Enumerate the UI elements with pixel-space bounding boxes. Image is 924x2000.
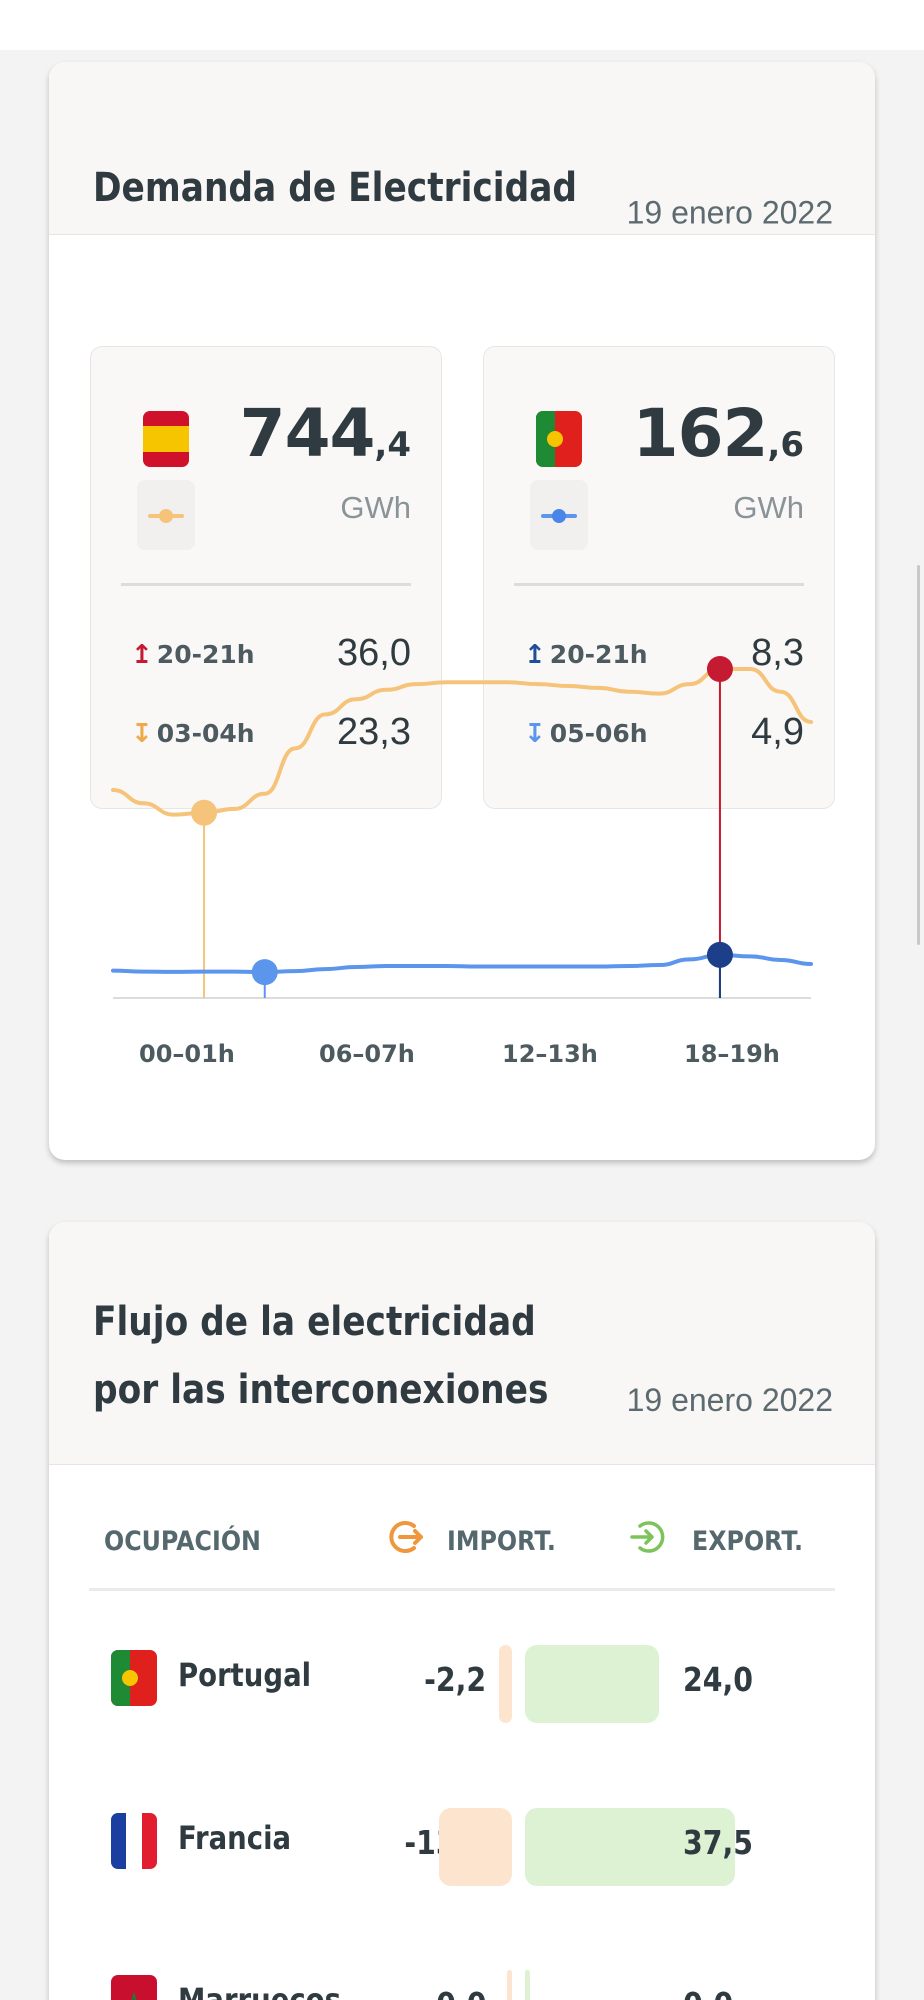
spain-max-hour: ↥ 20-21h bbox=[131, 640, 255, 670]
x-tick-label: 00–01h bbox=[139, 1040, 235, 1068]
export-column-header: EXPORT. bbox=[692, 1526, 804, 1557]
divider bbox=[121, 583, 411, 586]
data-point-marker-1-0[interactable] bbox=[251, 959, 278, 986]
portugal-min-value: 4,9 bbox=[751, 711, 804, 753]
flow-row-francia[interactable]: Francia -13,0 37,5 bbox=[49, 1795, 875, 1886]
scrollbar[interactable] bbox=[917, 565, 920, 945]
demand-card-title: Demanda de Electricidad bbox=[93, 165, 578, 211]
demand-card-header: Demanda de Electricidad 19 enero 2022 bbox=[49, 62, 875, 235]
flow-card-date: 19 enero 2022 bbox=[626, 1382, 833, 1418]
portugal-flag-icon bbox=[111, 1650, 157, 1706]
portugal-min-hour: ↧ 05-06h bbox=[524, 719, 648, 749]
spain-demand-box[interactable]: 744,4 GWh ↥ 20-21h 36,0 ↧ 03-04h 23,3 bbox=[90, 346, 442, 809]
arrow-up-icon: ↥ bbox=[131, 640, 153, 670]
data-point-marker-0-0[interactable] bbox=[191, 799, 218, 826]
portugal-flag-icon bbox=[536, 411, 582, 467]
import-bar bbox=[507, 1970, 512, 2000]
flow-card-title: Flujo de la electricidad por las interco… bbox=[93, 1299, 549, 1413]
spain-min-hour: ↧ 03-04h bbox=[131, 719, 255, 749]
export-value: 0,0 bbox=[683, 1985, 733, 2000]
portugal-demand-box[interactable]: 162,6 GWh ↥ 20-21h 8,3 ↧ 05-06h 4,9 bbox=[483, 346, 835, 809]
france-flag-icon bbox=[111, 1813, 157, 1869]
country-name: Marruecos bbox=[178, 1981, 341, 2000]
portugal-max-hour: ↥ 20-21h bbox=[524, 640, 648, 670]
demand-line-chart[interactable]: 00–01h 06–07h 12–13h 18–19h bbox=[49, 62, 875, 1160]
arrow-up-icon: ↥ bbox=[524, 640, 546, 670]
arrow-down-icon: ↧ bbox=[524, 719, 546, 749]
demand-card-date: 19 enero 2022 bbox=[626, 194, 833, 231]
portugal-legend-icon[interactable] bbox=[530, 480, 588, 550]
portugal-demand-value: 162,6 bbox=[632, 395, 804, 472]
data-point-marker-0-1[interactable] bbox=[706, 656, 733, 682]
spain-max-value: 36,0 bbox=[337, 632, 411, 674]
export-bar bbox=[525, 1808, 735, 1886]
flow-row-portugal[interactable]: Portugal -2,2 24,0 bbox=[49, 1632, 875, 1723]
portugal-demand-unit: GWh bbox=[733, 490, 804, 525]
series-line-1 bbox=[111, 952, 813, 975]
export-bar bbox=[525, 1970, 530, 2000]
import-value: -2,2 bbox=[423, 1660, 486, 1699]
country-name: Francia bbox=[178, 1819, 292, 1857]
export-arrow-icon bbox=[630, 1521, 665, 1553]
series-line-0 bbox=[111, 666, 813, 817]
spain-legend-icon[interactable] bbox=[137, 480, 195, 550]
header-divider bbox=[89, 1588, 835, 1591]
export-bar bbox=[525, 1645, 660, 1723]
spain-flag-icon bbox=[143, 411, 189, 467]
top-bar bbox=[0, 0, 924, 50]
import-value: 0,0 bbox=[436, 1985, 486, 2000]
morocco-flag-icon bbox=[111, 1975, 157, 2000]
import-arrow-icon bbox=[389, 1521, 423, 1553]
import-bar bbox=[438, 1808, 512, 1886]
x-tick-label: 18–19h bbox=[684, 1040, 780, 1068]
occupation-column-header: OCUPACIÓN bbox=[104, 1526, 261, 1557]
country-name: Portugal bbox=[178, 1656, 312, 1694]
arrow-down-icon: ↧ bbox=[131, 719, 153, 749]
spain-min-value: 23,3 bbox=[337, 711, 411, 753]
import-bar bbox=[499, 1645, 512, 1723]
import-column-header: IMPORT. bbox=[447, 1526, 556, 1557]
export-value: 37,5 bbox=[683, 1823, 754, 1862]
data-point-marker-1-1[interactable] bbox=[706, 941, 733, 968]
flow-card: Flujo de la electricidad por las interco… bbox=[49, 1222, 875, 2000]
x-tick-label: 06–07h bbox=[319, 1040, 415, 1068]
flow-card-header: Flujo de la electricidad por las interco… bbox=[49, 1222, 875, 1465]
spain-demand-value: 744,4 bbox=[239, 395, 411, 472]
demand-card: Demanda de Electricidad 19 enero 2022 74… bbox=[49, 62, 875, 1160]
spain-demand-unit: GWh bbox=[340, 490, 411, 525]
portugal-max-value: 8,3 bbox=[751, 632, 804, 674]
flow-row-marruecos[interactable]: Marruecos 0,0 0,0 bbox=[49, 1957, 875, 2000]
export-value: 24,0 bbox=[683, 1660, 754, 1699]
x-tick-label: 12–13h bbox=[502, 1040, 598, 1068]
divider bbox=[514, 583, 804, 586]
